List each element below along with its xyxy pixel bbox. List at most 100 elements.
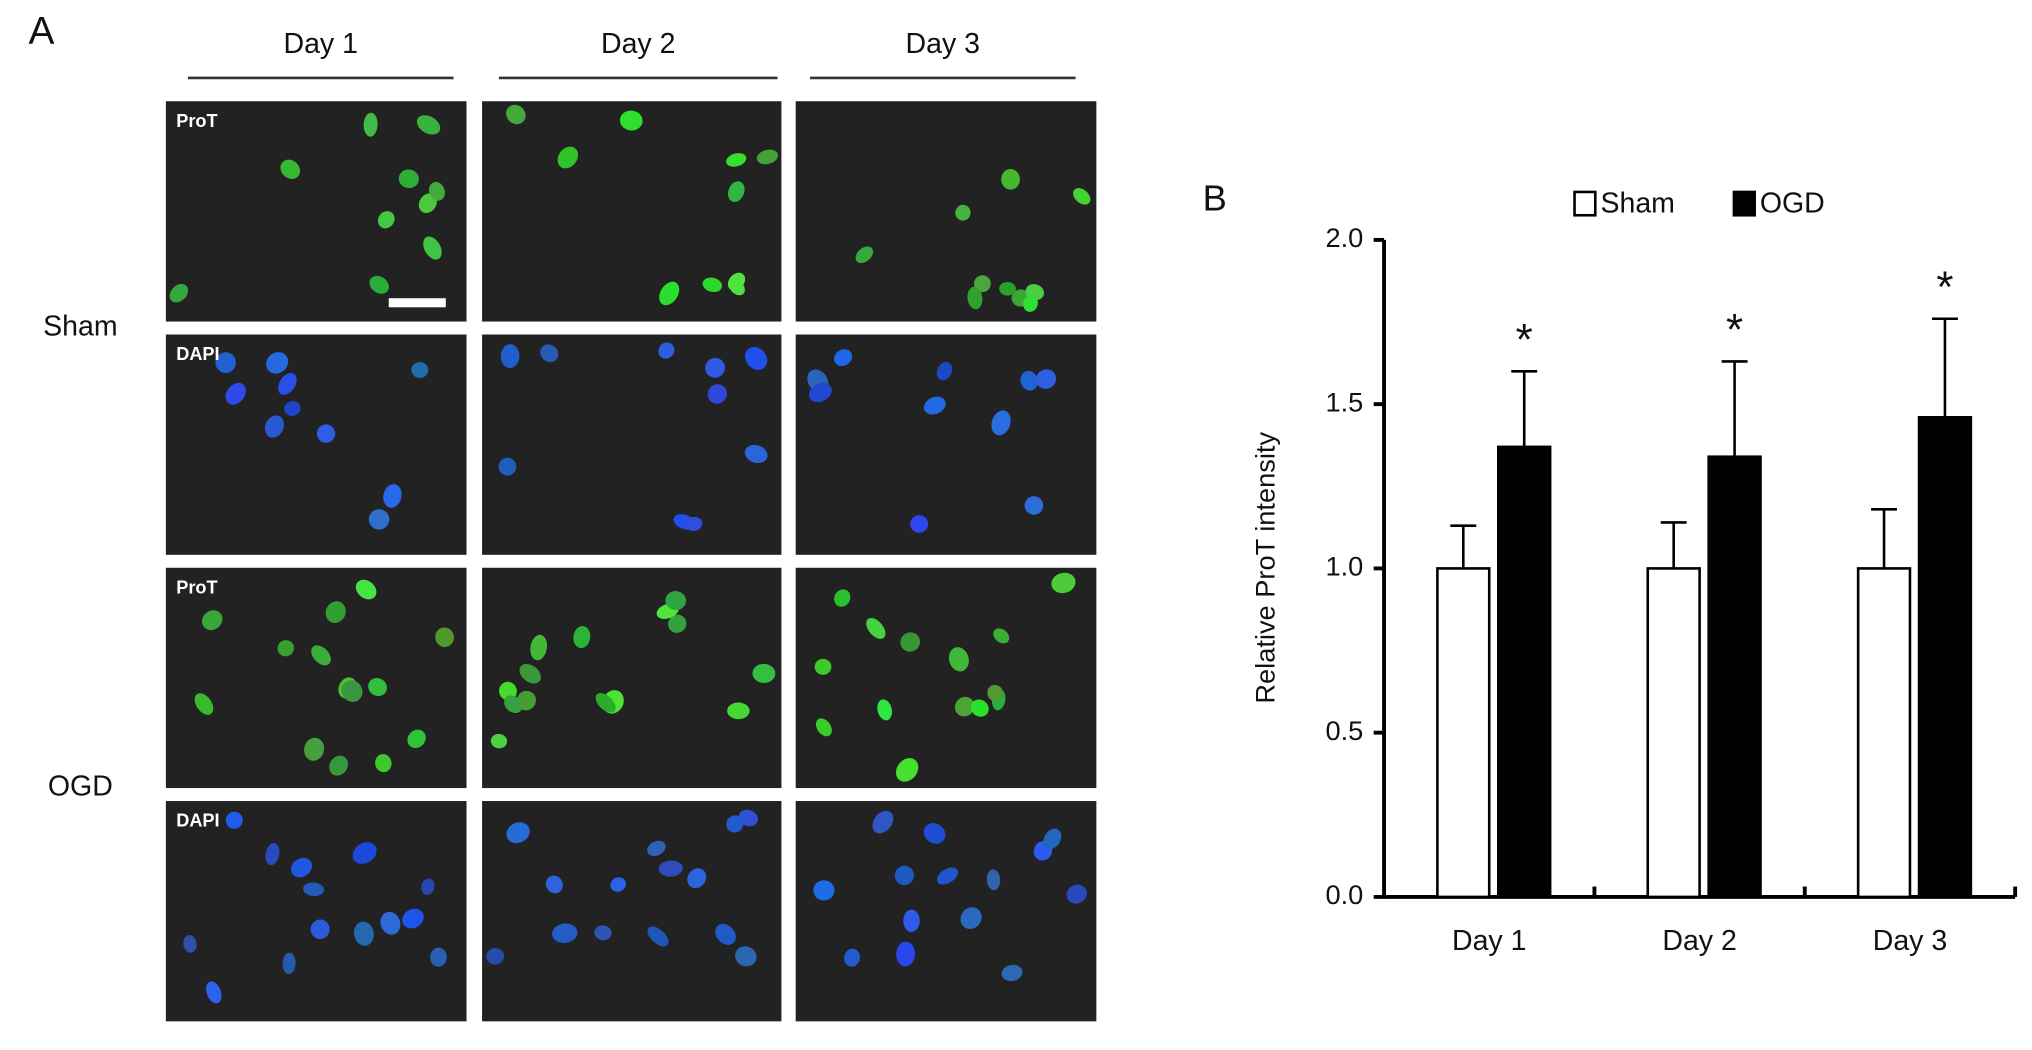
cell-nucleus (506, 822, 530, 844)
cell-nucleus (1001, 169, 1020, 190)
cell-nucleus (727, 272, 746, 291)
cell-nucleus (1066, 884, 1087, 904)
y-tick-label: 2.0 (1325, 222, 1363, 253)
cell-nucleus (375, 754, 392, 773)
row-label: Sham (43, 311, 117, 343)
cell-nucleus (1020, 370, 1038, 391)
cell-nucleus (377, 211, 395, 229)
cell-nucleus (284, 401, 301, 417)
cell-nucleus (506, 104, 526, 125)
cell-nucleus (194, 693, 214, 715)
cell-nucleus (923, 823, 946, 844)
cell-nucleus (687, 868, 707, 889)
y-axis-label: Relative ProT intensity (1250, 432, 1281, 704)
image-label: ProT (176, 577, 217, 597)
x-tick-label: Day 3 (1873, 925, 1947, 957)
cell-nucleus (745, 346, 768, 370)
bar (1497, 445, 1552, 899)
cell-nucleus (573, 626, 591, 649)
cell-nucleus (486, 948, 505, 965)
x-tick-label: Day 2 (1662, 925, 1736, 957)
cell-nucleus (353, 921, 374, 946)
cell-nucleus (987, 684, 1004, 702)
cell-nucleus (647, 840, 666, 857)
bar (1917, 416, 1973, 899)
cell-nucleus (707, 384, 727, 404)
cell-nucleus (304, 737, 325, 761)
cell-nucleus (282, 952, 296, 975)
significance-mark: * (1516, 315, 1533, 364)
cell-nucleus (752, 663, 776, 683)
cell-nucleus (1073, 188, 1091, 205)
cell-nucleus (265, 843, 280, 866)
image-label: DAPI (176, 344, 219, 364)
cell-nucleus (903, 909, 920, 933)
cell-nucleus (834, 349, 853, 367)
cell-nucleus (715, 923, 736, 945)
cell-nucleus (665, 591, 687, 611)
image-label: DAPI (176, 811, 219, 831)
legend-swatch (1732, 190, 1756, 217)
cell-nucleus (727, 702, 750, 720)
cell-nucleus (610, 877, 626, 892)
cell-nucleus (910, 515, 929, 533)
cell-nucleus (855, 246, 874, 264)
panel-label: A (29, 10, 55, 53)
cell-nucleus (756, 149, 779, 165)
cell-nucleus (844, 948, 861, 967)
cell-nucleus (398, 169, 419, 189)
cell-nucleus (936, 361, 953, 381)
cell-nucleus (726, 153, 747, 167)
y-tick-label: 0.0 (1325, 879, 1363, 910)
cell-nucleus (658, 860, 683, 877)
cell-nucleus (1023, 295, 1038, 312)
y-tick-label: 1.0 (1325, 551, 1363, 582)
panel-label: B (1203, 178, 1227, 219)
legend-label: OGD (1760, 187, 1825, 219)
cell-nucleus (970, 699, 989, 717)
cell-nucleus (380, 911, 401, 935)
cell-nucleus (407, 729, 426, 749)
cell-nucleus (738, 809, 759, 827)
cell-nucleus (504, 695, 523, 714)
cell-nucleus (498, 457, 517, 476)
cell-nucleus (435, 627, 454, 647)
cell-nucleus (383, 484, 402, 508)
cell-nucleus (658, 342, 675, 359)
cell-nucleus (659, 281, 680, 306)
cell-nucleus (310, 919, 330, 940)
significance-mark: * (1936, 263, 1953, 312)
cell-nucleus (702, 277, 723, 293)
cell-nucleus (280, 159, 301, 179)
micrograph (795, 101, 1097, 322)
cell-nucleus (264, 415, 284, 438)
cell-nucleus (866, 617, 886, 639)
cell-nucleus (552, 923, 578, 943)
cell-nucleus (430, 947, 447, 967)
micrograph (165, 101, 467, 322)
y-tick-label: 0.5 (1325, 715, 1363, 746)
cell-nucleus (368, 677, 387, 697)
scale-bar (388, 298, 446, 308)
image-label: ProT (176, 111, 217, 131)
cell-nucleus (948, 647, 969, 672)
cell-nucleus (993, 628, 1010, 644)
cell-nucleus (726, 815, 744, 833)
cell-nucleus (647, 926, 669, 947)
cell-nucleus (808, 382, 832, 403)
cell-nucleus (936, 867, 959, 885)
cell-nucleus (500, 344, 520, 369)
cell-nucleus (341, 680, 363, 702)
cell-nucleus (967, 286, 983, 310)
cell-nucleus (955, 204, 971, 221)
row-label: OGD (48, 771, 113, 803)
significance-mark: * (1726, 306, 1743, 355)
bar (1707, 455, 1762, 899)
legend-swatch (1573, 190, 1597, 217)
cell-nucleus (169, 283, 189, 303)
cell-nucleus (206, 981, 222, 1004)
cell-nucleus (595, 693, 616, 713)
cell-nucleus (311, 645, 331, 666)
cell-nucleus (815, 718, 832, 737)
